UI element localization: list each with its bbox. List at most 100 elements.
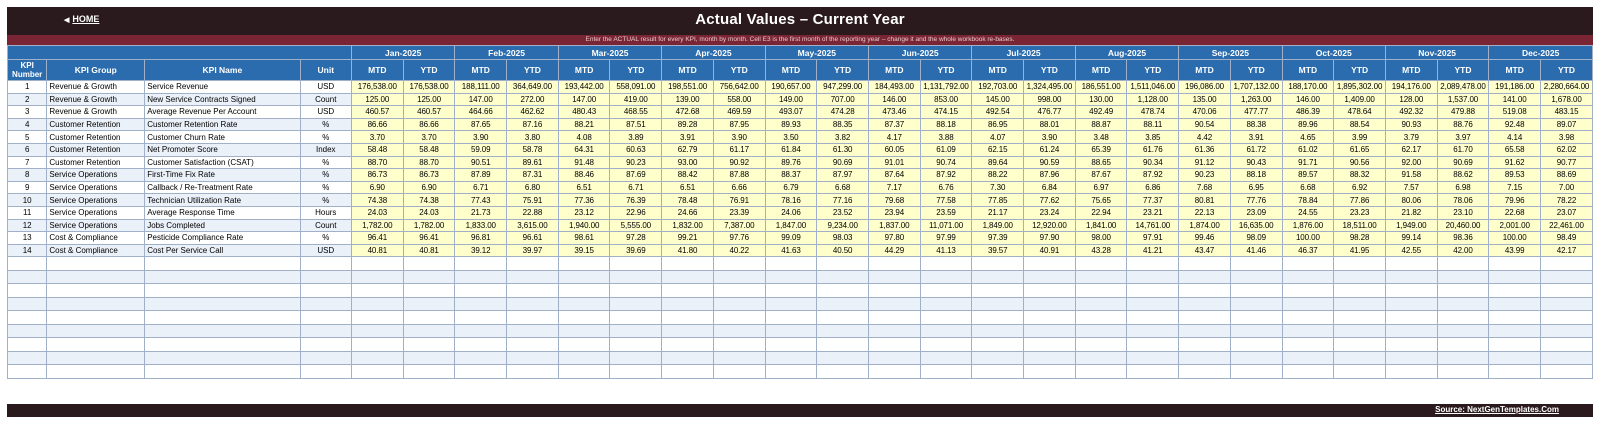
ytd-value-cell[interactable]: 98.03	[816, 231, 869, 245]
empty-cell[interactable]	[661, 283, 714, 298]
ytd-value-cell[interactable]: 3.99	[1333, 130, 1386, 144]
empty-cell[interactable]	[1540, 269, 1593, 285]
mtd-value-cell[interactable]: 6.97	[1074, 180, 1128, 195]
mtd-value-cell[interactable]: 79.68	[867, 193, 921, 207]
empty-cell[interactable]	[402, 256, 456, 271]
empty-cell[interactable]	[1488, 283, 1542, 298]
ytd-value-cell[interactable]: 41.46	[1229, 243, 1283, 258]
ytd-value-cell[interactable]: 3.97	[1436, 130, 1490, 144]
mtd-value-cell[interactable]: 135.00	[1178, 92, 1231, 107]
empty-cell[interactable]	[402, 296, 456, 312]
empty-cell[interactable]	[1178, 364, 1231, 379]
empty-cell[interactable]	[506, 283, 559, 298]
empty-cell[interactable]	[816, 269, 869, 285]
empty-cell[interactable]	[1281, 269, 1335, 285]
empty-cell[interactable]	[1126, 323, 1180, 339]
ytd-value-cell[interactable]: 23.59	[919, 205, 973, 220]
empty-cell[interactable]	[350, 310, 404, 325]
empty-cell[interactable]	[1540, 323, 1593, 339]
empty-cell[interactable]	[1488, 337, 1542, 352]
ytd-value-cell[interactable]: 62.02	[1540, 142, 1593, 157]
mtd-value-cell[interactable]: 91.71	[1281, 155, 1335, 170]
empty-cell[interactable]	[919, 283, 973, 298]
mtd-value-cell[interactable]: 1,874.00	[1178, 218, 1231, 233]
empty-cell[interactable]	[1281, 364, 1335, 379]
ytd-value-cell[interactable]: 364,649.00	[506, 80, 559, 94]
mtd-value-cell[interactable]: 88.37	[764, 168, 818, 182]
ytd-value-cell[interactable]: 61.76	[1126, 142, 1180, 157]
empty-cell[interactable]	[1023, 364, 1076, 379]
mtd-value-cell[interactable]: 6.90	[350, 180, 404, 195]
empty-cell[interactable]	[1074, 296, 1128, 312]
mtd-value-cell[interactable]: 89.53	[1488, 168, 1542, 182]
mtd-value-cell[interactable]: 4.65	[1281, 130, 1335, 144]
ytd-value-cell[interactable]: 23.39	[712, 205, 766, 220]
mtd-value-cell[interactable]: 192,703.00	[971, 80, 1025, 94]
empty-cell[interactable]	[971, 350, 1025, 366]
empty-cell[interactable]	[46, 310, 146, 325]
empty-cell[interactable]	[1384, 364, 1438, 379]
ytd-value-cell[interactable]: 96.41	[402, 231, 456, 245]
empty-cell[interactable]	[1178, 283, 1231, 298]
empty-cell[interactable]	[144, 269, 301, 285]
empty-cell[interactable]	[1540, 283, 1593, 298]
empty-cell[interactable]	[1229, 283, 1283, 298]
empty-cell[interactable]	[402, 323, 456, 339]
empty-cell[interactable]	[299, 323, 352, 339]
ytd-value-cell[interactable]: 87.51	[609, 117, 663, 132]
ytd-value-cell[interactable]: 853.00	[919, 92, 973, 107]
ytd-value-cell[interactable]: 90.23	[609, 155, 663, 170]
empty-cell[interactable]	[350, 296, 404, 312]
empty-cell[interactable]	[1178, 350, 1231, 366]
mtd-value-cell[interactable]: 1,837.00	[867, 218, 921, 233]
mtd-value-cell[interactable]: 61.02	[1281, 142, 1335, 157]
mtd-value-cell[interactable]: 92.48	[1488, 117, 1542, 132]
empty-cell[interactable]	[971, 256, 1025, 271]
empty-cell[interactable]	[1023, 310, 1076, 325]
ytd-value-cell[interactable]: 460.57	[402, 105, 456, 119]
mtd-value-cell[interactable]: 486.39	[1281, 105, 1335, 119]
empty-cell[interactable]	[816, 337, 869, 352]
ytd-value-cell[interactable]: 61.70	[1436, 142, 1490, 157]
empty-cell[interactable]	[1229, 269, 1283, 285]
mtd-value-cell[interactable]: 40.81	[350, 243, 404, 258]
empty-cell[interactable]	[764, 350, 818, 366]
empty-cell[interactable]	[46, 350, 146, 366]
empty-cell[interactable]	[1488, 350, 1542, 366]
mtd-value-cell[interactable]: 88.21	[557, 117, 611, 132]
empty-cell[interactable]	[6, 337, 48, 352]
empty-cell[interactable]	[816, 283, 869, 298]
empty-cell[interactable]	[1436, 310, 1490, 325]
ytd-value-cell[interactable]: 3.82	[816, 130, 869, 144]
mtd-value-cell[interactable]: 86.73	[350, 168, 404, 182]
empty-cell[interactable]	[1488, 296, 1542, 312]
ytd-value-cell[interactable]: 42.00	[1436, 243, 1490, 258]
empty-cell[interactable]	[1229, 323, 1283, 339]
empty-cell[interactable]	[1333, 296, 1386, 312]
mtd-value-cell[interactable]: 6.71	[454, 180, 508, 195]
ytd-value-cell[interactable]: 40.81	[402, 243, 456, 258]
empty-cell[interactable]	[1540, 296, 1593, 312]
mtd-value-cell[interactable]: 1,847.00	[764, 218, 818, 233]
ytd-value-cell[interactable]: 90.34	[1126, 155, 1180, 170]
empty-cell[interactable]	[867, 269, 921, 285]
ytd-value-cell[interactable]: 39.69	[609, 243, 663, 258]
ytd-value-cell[interactable]: 90.77	[1540, 155, 1593, 170]
ytd-value-cell[interactable]: 6.92	[1333, 180, 1386, 195]
mtd-value-cell[interactable]: 88.65	[1074, 155, 1128, 170]
mtd-value-cell[interactable]: 100.00	[1488, 231, 1542, 245]
empty-cell[interactable]	[506, 350, 559, 366]
empty-cell[interactable]	[1436, 350, 1490, 366]
empty-cell[interactable]	[609, 269, 663, 285]
empty-cell[interactable]	[867, 364, 921, 379]
empty-cell[interactable]	[1074, 256, 1128, 271]
mtd-value-cell[interactable]: 193,442.00	[557, 80, 611, 94]
mtd-value-cell[interactable]: 188,170.00	[1281, 80, 1335, 94]
mtd-value-cell[interactable]: 186,551.00	[1074, 80, 1128, 94]
mtd-value-cell[interactable]: 87.64	[867, 168, 921, 182]
mtd-value-cell[interactable]: 472.68	[661, 105, 714, 119]
mtd-value-cell[interactable]: 86.66	[350, 117, 404, 132]
mtd-value-cell[interactable]: 41.63	[764, 243, 818, 258]
mtd-value-cell[interactable]: 4.07	[971, 130, 1025, 144]
empty-cell[interactable]	[1436, 296, 1490, 312]
